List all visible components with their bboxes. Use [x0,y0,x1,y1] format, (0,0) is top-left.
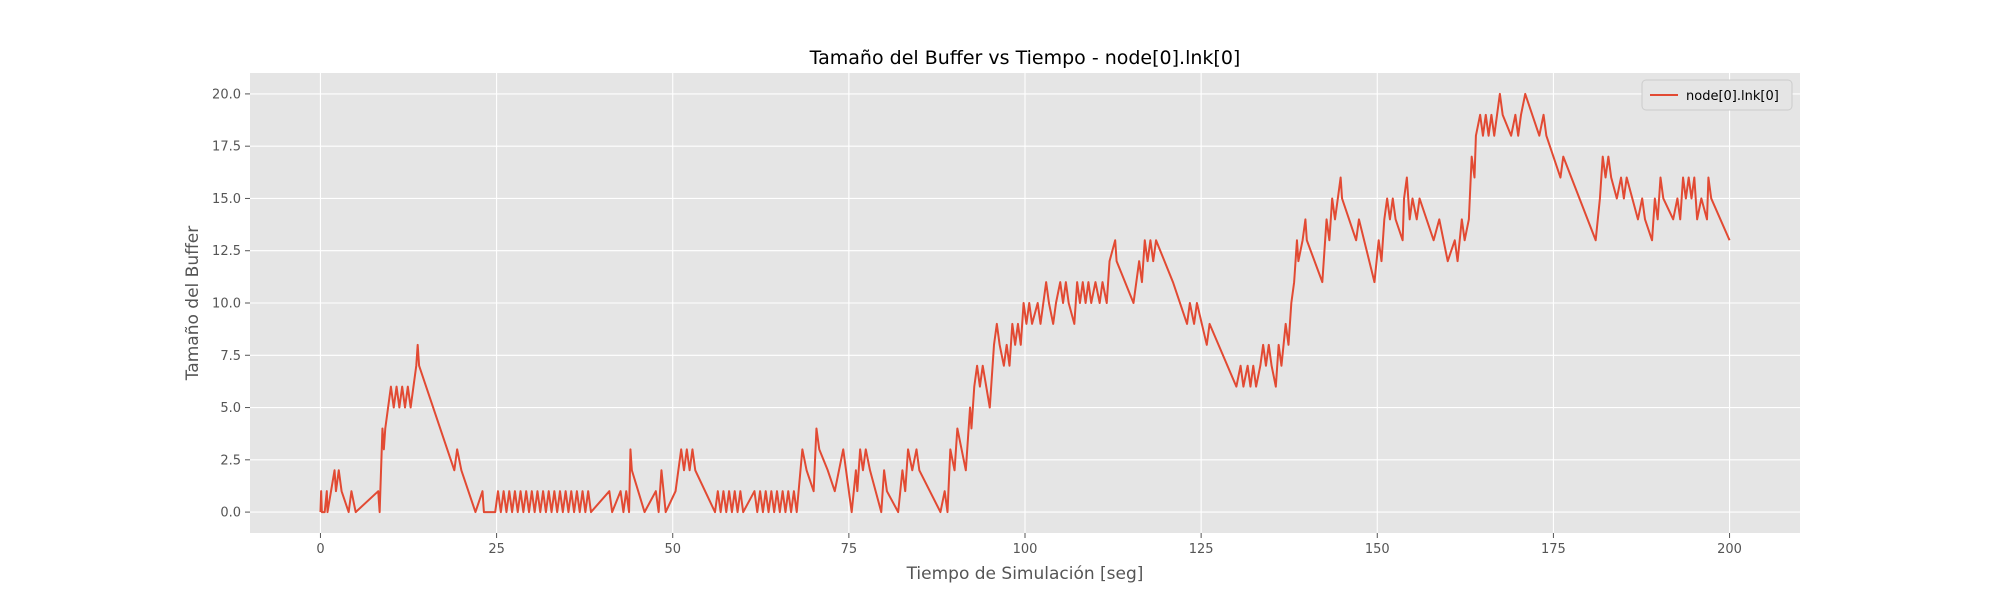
y-tick-label: 0.0 [220,506,241,521]
legend-box [1641,79,1793,111]
x-tick-label: 0 [316,542,324,557]
y-tick-label: 17.5 [212,140,241,155]
y-tick-label: 2.5 [220,453,241,468]
x-tick-label: 100 [1013,542,1038,557]
y-tick-label: 12.5 [212,244,241,259]
y-tick-label: 5.0 [220,401,241,416]
x-tick-label: 25 [488,542,505,557]
x-tick-label: 150 [1365,542,1390,557]
y-tick-label: 7.5 [220,349,241,364]
y-tick-label: 15.0 [212,192,241,207]
legend-entry: node[0].lnk[0] [1686,89,1779,104]
x-tick-label: 175 [1541,542,1566,557]
y-tick-label: 10.0 [212,297,241,312]
x-axis-label: Tiempo de Simulación [seg] [906,564,1144,584]
y-axis-label: Tamaño del Buffer [183,226,203,382]
x-tick-label: 200 [1717,542,1742,557]
grid-lines [250,73,1800,533]
chart-title: Tamaño del Buffer vs Tiempo - node[0].ln… [809,47,1241,69]
x-tick-label: 75 [841,542,858,557]
y-tick-label: 20.0 [212,87,241,102]
series-line [319,92,1731,514]
x-tick-label: 125 [1189,542,1214,557]
legend: node[0].lnk[0] [1641,79,1793,111]
axis-ticks: 0 25 50 75 100 125 150 175 200 0.0 2.5 5.0 7.5 10.0 12… [212,87,1742,557]
x-tick-label: 50 [664,542,681,557]
series-layer [319,92,1731,514]
